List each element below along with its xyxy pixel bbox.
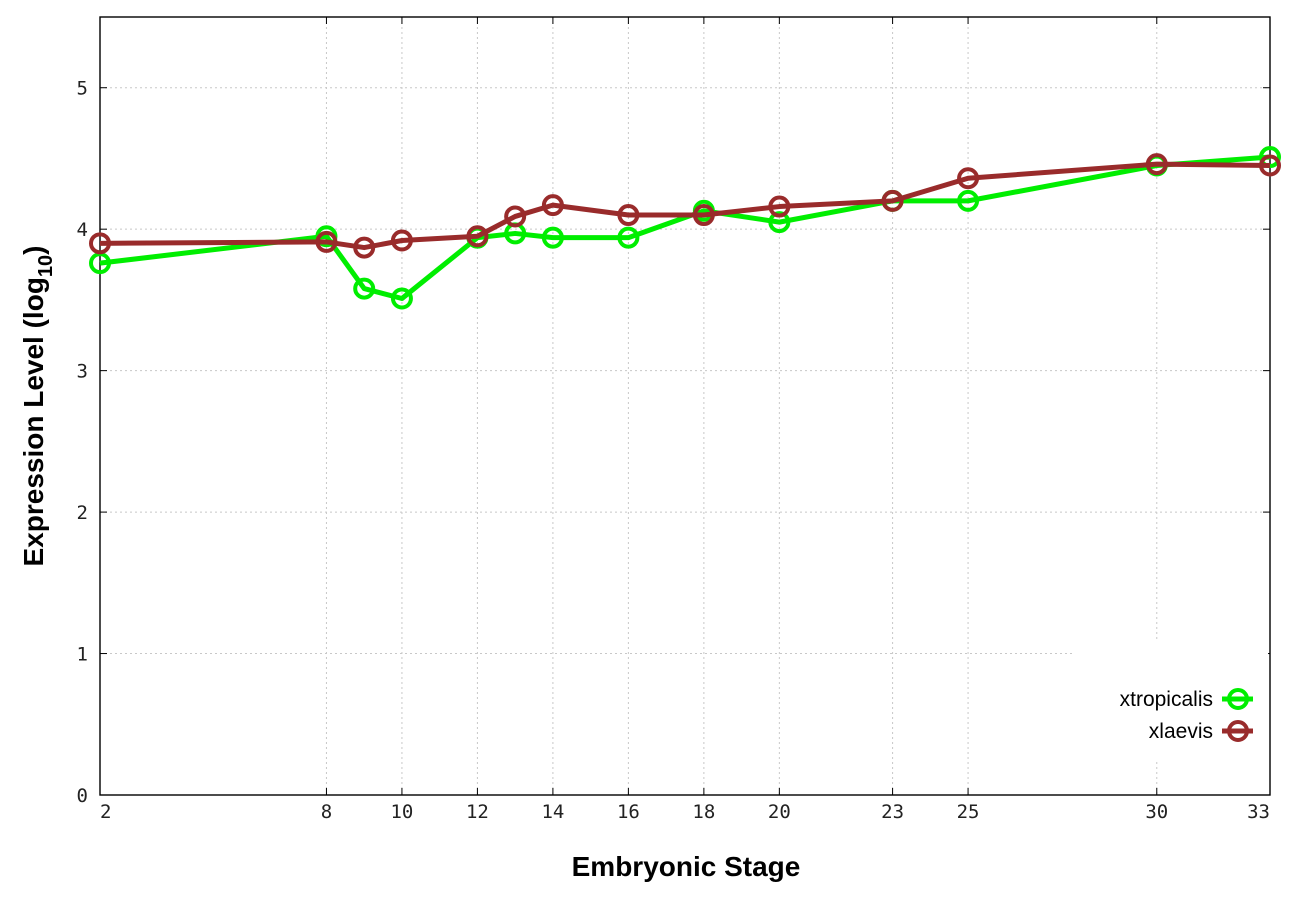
y-tick-label: 3 xyxy=(77,361,88,383)
data-point-xlaevis xyxy=(504,205,527,228)
series-line-xtropicalis xyxy=(99,154,1271,301)
data-point-xtropicalis xyxy=(541,226,564,249)
data-point-xtropicalis xyxy=(353,277,376,300)
x-axis-title: Embryonic Stage xyxy=(572,851,801,882)
x-tick-label: 30 xyxy=(1145,801,1168,823)
x-tick-label: 14 xyxy=(541,801,564,823)
data-point-xlaevis xyxy=(466,225,489,248)
data-point-xlaevis xyxy=(692,204,715,227)
x-tick-label: 16 xyxy=(617,801,640,823)
legend: xtropicalis xlaevis xyxy=(1072,640,1268,762)
series-line-xlaevis xyxy=(99,161,1271,251)
data-point-xlaevis xyxy=(353,236,376,259)
y-tick-label: 4 xyxy=(77,219,88,241)
data-point-xtropicalis xyxy=(617,226,640,249)
y-tick-label: 5 xyxy=(77,78,88,100)
legend-label-xlaevis: xlaevis xyxy=(1149,720,1213,743)
x-tick-label: 25 xyxy=(957,801,980,823)
data-point-xtropicalis xyxy=(390,287,413,310)
legend-marker-xtropicalis xyxy=(1227,688,1249,710)
data-point-xlaevis xyxy=(617,204,640,227)
y-tick-label: 1 xyxy=(77,644,88,666)
data-point-xtropicalis xyxy=(768,211,791,234)
data-point-xlaevis xyxy=(541,194,564,217)
data-point-xlaevis xyxy=(1145,153,1168,176)
data-point-xlaevis xyxy=(390,229,413,252)
y-axis-title-main: Expression Level (log xyxy=(18,277,49,566)
x-tick-label: 10 xyxy=(390,801,413,823)
data-point-xlaevis xyxy=(89,232,111,255)
x-tick-label: 2 xyxy=(100,801,111,823)
plot-frame xyxy=(99,16,1271,796)
y-axis-title: Expression Level (log10) xyxy=(18,246,57,567)
x-tick-label: 12 xyxy=(466,801,489,823)
x-tick-label: 18 xyxy=(692,801,715,823)
data-point-xlaevis xyxy=(957,167,980,190)
x-tick-label: 20 xyxy=(768,801,791,823)
y-tick-label: 0 xyxy=(77,785,88,807)
x-tick-label: 33 xyxy=(1247,801,1270,823)
x-tick-label: 23 xyxy=(881,801,904,823)
data-point-xtropicalis xyxy=(1259,146,1281,169)
data-point-xlaevis xyxy=(315,230,338,253)
data-point-xlaevis xyxy=(881,189,904,212)
legend-marker-xlaevis xyxy=(1227,720,1249,742)
legend-label-xtropicalis: xtropicalis xyxy=(1120,688,1213,711)
data-point-xlaevis xyxy=(1259,154,1281,177)
x-tick-label: 8 xyxy=(321,801,332,823)
y-axis-title-sub: 10 xyxy=(35,255,57,277)
data-point-xlaevis xyxy=(768,195,791,218)
data-point-xtropicalis xyxy=(957,189,980,212)
y-tick-label: 2 xyxy=(77,502,88,524)
y-axis-title-close: ) xyxy=(18,246,49,255)
series-layer xyxy=(89,146,1281,310)
